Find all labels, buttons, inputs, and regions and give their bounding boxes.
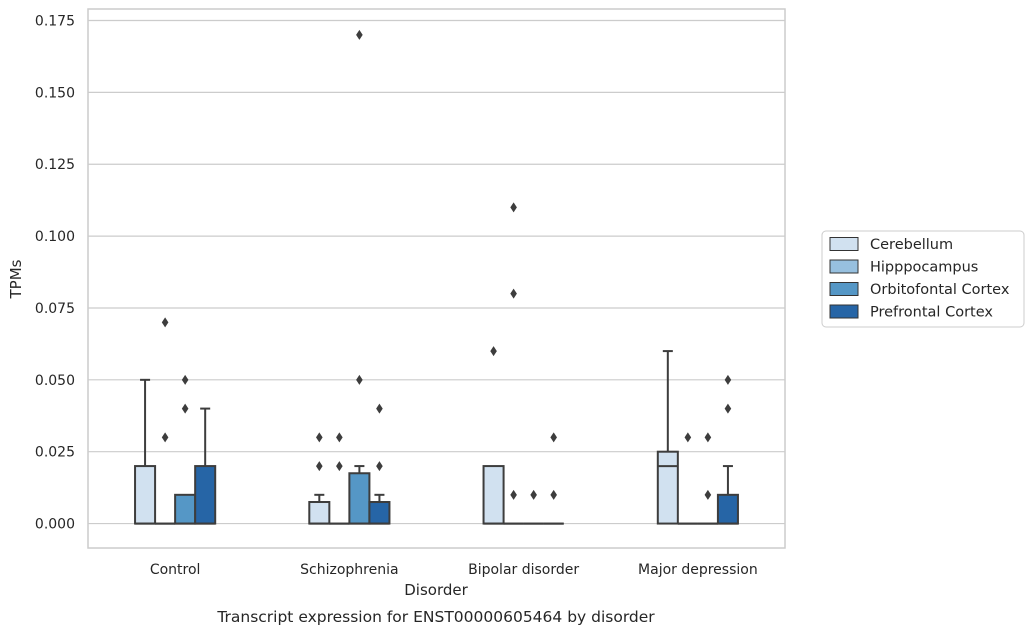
- outlier-point: [704, 432, 712, 443]
- box-group: [155, 317, 176, 525]
- outlier-point: [724, 403, 732, 414]
- y-tick-label: 0.025: [35, 445, 75, 461]
- outlier-point: [181, 374, 189, 385]
- box-group: [697, 432, 718, 525]
- box: [716, 493, 739, 525]
- outlier-point: [704, 489, 712, 500]
- y-tick-label: 0.100: [35, 229, 75, 245]
- gridlines: [88, 19, 785, 525]
- legend-swatch: [829, 259, 859, 274]
- x-tick-label: Bipolar disorder: [468, 562, 579, 578]
- outlier-point: [356, 374, 363, 385]
- outlier-point: [336, 432, 343, 443]
- legend-swatch: [829, 282, 859, 296]
- outlier-point: [336, 461, 343, 472]
- y-tick-label: 0.175: [35, 13, 75, 29]
- box-group: [543, 432, 564, 525]
- outlier-point: [490, 346, 497, 357]
- box-group: [523, 489, 544, 525]
- box-group: [134, 378, 157, 525]
- legend: Cerebellum Hipppocampus Orbitofontal Corte…: [821, 230, 1025, 328]
- outlier-point: [530, 489, 537, 500]
- x-axis-ticks: Control Schizophrenia Bipolar disorder Majo…: [150, 562, 758, 578]
- outlier-point: [161, 432, 169, 443]
- boxes: [134, 29, 739, 525]
- y-tick-label: 0.075: [35, 301, 75, 317]
- plot-frame: [87, 8, 786, 549]
- box: [194, 465, 217, 525]
- legend-label: Cerebellum: [870, 237, 953, 253]
- box: [656, 450, 679, 525]
- outlier-point: [684, 432, 692, 443]
- x-tick-label: Control: [150, 562, 201, 578]
- x-tick-label: Major depression: [638, 562, 758, 578]
- outlier-point: [550, 489, 557, 500]
- outlier-point: [510, 489, 517, 500]
- box: [308, 501, 331, 525]
- outlier-point: [376, 403, 383, 414]
- outlier-point: [356, 29, 363, 40]
- box-group: [348, 29, 371, 525]
- box-group: [368, 403, 391, 525]
- outlier-point: [181, 403, 189, 414]
- y-tick-label: 0.050: [35, 373, 75, 389]
- outlier-point: [510, 202, 517, 213]
- box-group: [716, 374, 739, 525]
- box-group: [194, 407, 217, 525]
- outlier-point: [510, 288, 517, 299]
- y-axis-ticks: 0.000 0.025 0.050 0.075 0.100 0.125 0.150 0.175: [35, 13, 75, 532]
- box: [482, 465, 505, 525]
- box-group: [308, 432, 331, 525]
- outlier-point: [316, 461, 323, 472]
- box: [348, 472, 371, 525]
- legend-swatch: [829, 237, 859, 251]
- box-group: [677, 432, 698, 525]
- outlier-point: [724, 374, 732, 385]
- outlier-point: [316, 432, 323, 443]
- box-group: [329, 432, 350, 525]
- box-group: [503, 202, 524, 525]
- x-tick-label: Schizophrenia: [300, 562, 398, 578]
- y-axis-label: TPMs: [7, 259, 25, 299]
- box: [368, 501, 391, 525]
- y-tick-label: 0.150: [35, 85, 75, 101]
- box-group: [656, 350, 679, 525]
- box: [134, 465, 157, 525]
- outlier-point: [376, 461, 383, 472]
- legend-label: Orbitofontal Cortex: [870, 282, 1010, 298]
- y-tick-label: 0.000: [35, 517, 75, 533]
- x-axis-label: Disorder: [404, 581, 468, 599]
- outlier-point: [161, 317, 169, 328]
- box: [174, 493, 197, 525]
- box-group: [174, 374, 197, 525]
- outlier-point: [550, 432, 557, 443]
- legend-swatch: [829, 304, 859, 319]
- legend-frame: [821, 230, 1025, 328]
- legend-label: Hipppocampus: [870, 260, 978, 276]
- legend-label: Prefrontal Cortex: [870, 305, 993, 321]
- chart-caption: Transcript expression for ENST0000060546…: [216, 608, 655, 626]
- y-tick-label: 0.125: [35, 157, 75, 173]
- box-group: [482, 346, 505, 525]
